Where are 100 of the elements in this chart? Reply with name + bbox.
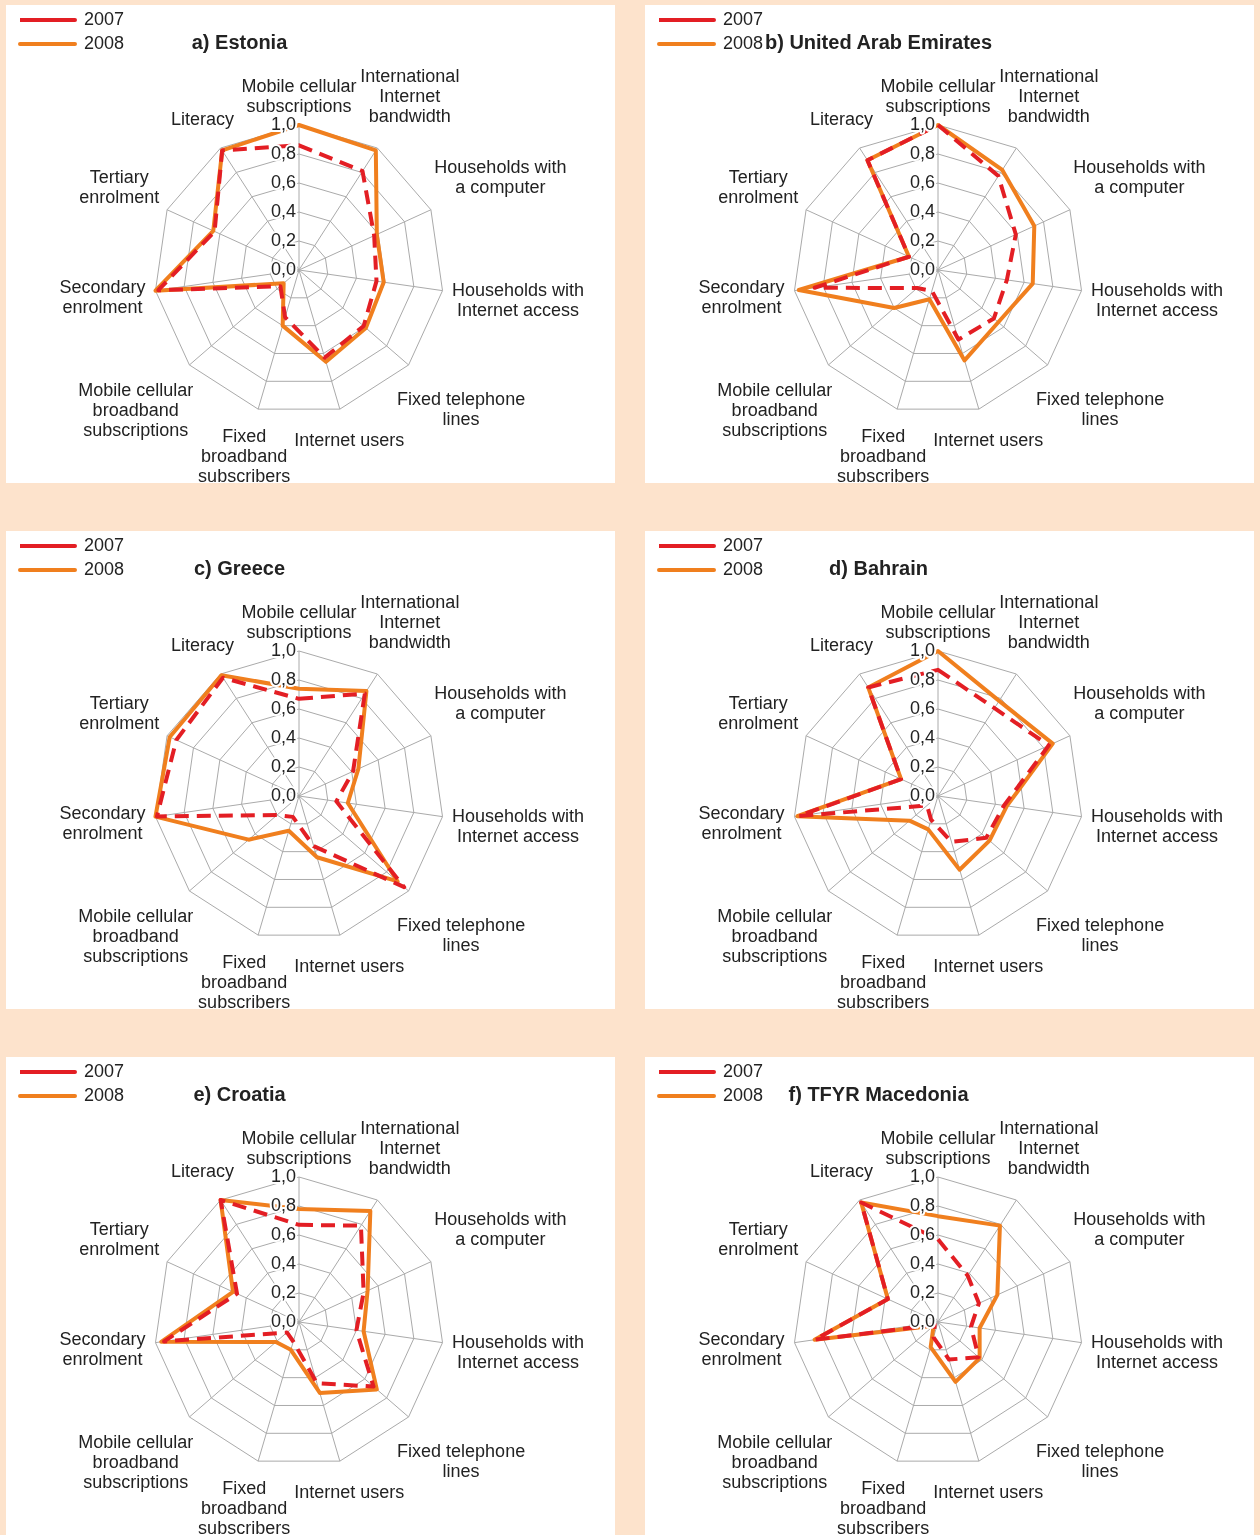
legend-label: 2008 (84, 558, 125, 579)
legend-label: 2007 (84, 1060, 125, 1081)
y-tick-label: 0,6 (909, 171, 935, 192)
text: d) Bahrain (829, 556, 928, 579)
spoke-label: Mobile cellular subscriptions (880, 601, 996, 642)
spoke-label: Internet users (933, 1481, 1044, 1502)
legend-label: 2008 (84, 32, 125, 53)
spoke-label: Internet users (294, 429, 405, 450)
spoke-label: Secondary enrolment (698, 277, 785, 318)
text: f) TFYR Macedonia (788, 1082, 970, 1105)
y-tick-label: 0,6 (909, 697, 935, 718)
spoke-label: Secondary enrolment (698, 1329, 785, 1370)
legend-label: 2007 (723, 534, 764, 555)
y-tick-label: 0,0 (270, 258, 296, 279)
y-tick-label: 0,8 (909, 1194, 935, 1215)
spoke-label: Fixed broadband subscribers (198, 951, 291, 1012)
text: c) Greece (193, 556, 286, 579)
spoke-label: Tertiary enrolment (718, 166, 799, 207)
spoke-label: Households with a computer (434, 157, 567, 198)
spoke-label: Households with a computer (1073, 157, 1206, 198)
y-tick-label: 1,0 (270, 639, 296, 660)
legend-label: 2007 (84, 534, 125, 555)
spoke-label: Secondary enrolment (59, 277, 146, 318)
spoke-label: Households with a computer (434, 1209, 567, 1250)
legend-label: 2008 (723, 558, 764, 579)
y-tick-label: 1,0 (909, 113, 935, 134)
spoke-label: Secondary enrolment (59, 803, 146, 844)
spoke-label: Mobile cellular broadband subscriptions (717, 906, 833, 967)
spoke-label: Mobile cellular broadband subscriptions (78, 906, 194, 967)
legend-label: 2007 (723, 1060, 764, 1081)
spoke-label: Fixed broadband subscribers (837, 1477, 930, 1535)
y-tick-label: 1,0 (909, 639, 935, 660)
spoke-label: Literacy (810, 634, 874, 655)
y-tick-label: 1,0 (909, 1165, 935, 1186)
spoke-label: Secondary enrolment (698, 803, 785, 844)
text: b) United Arab Emirates (764, 30, 993, 53)
spoke-label: Mobile cellular subscriptions (880, 75, 996, 116)
spoke-label: Tertiary enrolment (79, 166, 160, 207)
legend-label: 2008 (723, 32, 764, 53)
y-tick-label: 0,8 (909, 142, 935, 163)
spoke-label: International Internet bandwidth (360, 592, 460, 653)
spoke-label: Literacy (171, 1160, 235, 1181)
spoke-label: International Internet bandwidth (999, 592, 1099, 653)
spoke-label: Households with a computer (1073, 683, 1206, 724)
spoke-label: International Internet bandwidth (999, 66, 1099, 127)
y-tick-label: 0,6 (270, 1223, 296, 1244)
y-tick-label: 0,4 (909, 726, 935, 747)
y-tick-label: 0,0 (909, 258, 935, 279)
spoke-label: Tertiary enrolment (718, 1218, 799, 1259)
spoke-label: Tertiary enrolment (79, 692, 160, 733)
y-tick-label: 0,2 (909, 229, 935, 250)
spoke-label: Fixed broadband subscribers (198, 425, 291, 486)
y-tick-label: 0,4 (270, 200, 296, 221)
spoke-label: Literacy (810, 1160, 874, 1181)
spoke-label: International Internet bandwidth (360, 66, 460, 127)
y-tick-label: 0,0 (270, 1310, 296, 1331)
legend-label: 2007 (84, 8, 125, 29)
y-tick-label: 0,2 (909, 1281, 935, 1302)
spoke-label: Literacy (171, 634, 235, 655)
spoke-label: Mobile cellular broadband subscriptions (717, 1432, 833, 1493)
y-tick-label: 0,2 (270, 1281, 296, 1302)
y-tick-label: 0,8 (270, 668, 296, 689)
y-tick-label: 0,8 (270, 142, 296, 163)
spoke-label: Households with a computer (1073, 1209, 1206, 1250)
spoke-label: International Internet bandwidth (360, 1118, 460, 1179)
spoke-label: Fixed telephone lines (397, 389, 526, 430)
spoke-label: Mobile cellular subscriptions (241, 1127, 357, 1168)
spoke-label: Tertiary enrolment (79, 1218, 160, 1259)
y-tick-label: 0,0 (909, 784, 935, 805)
spoke-label: Fixed broadband subscribers (198, 1477, 291, 1535)
y-tick-label: 1,0 (270, 1165, 296, 1186)
spoke-label: Fixed broadband subscribers (837, 951, 930, 1012)
spoke-label: Mobile cellular broadband subscriptions (717, 380, 833, 441)
spoke-label: Households with Internet access (1090, 1332, 1223, 1373)
spoke-label: Literacy (171, 108, 235, 129)
spoke-label: Households with Internet access (451, 1332, 584, 1373)
legend-label: 2007 (723, 8, 764, 29)
spoke-label: Households with a computer (434, 683, 567, 724)
text: a) Estonia (191, 30, 289, 53)
legend-label: 2008 (723, 1084, 764, 1105)
y-tick-label: 0,4 (270, 726, 296, 747)
spoke-label: Mobile cellular broadband subscriptions (78, 380, 194, 441)
y-tick-label: 0,2 (270, 229, 296, 250)
spoke-label: Fixed telephone lines (1036, 915, 1165, 956)
text: e) Croatia (193, 1082, 287, 1105)
y-tick-label: 0,6 (270, 697, 296, 718)
y-tick-label: 0,0 (270, 784, 296, 805)
spoke-label: Fixed telephone lines (397, 915, 526, 956)
spoke-label: Households with Internet access (1090, 280, 1223, 321)
y-tick-label: 0,4 (270, 1252, 296, 1273)
spoke-label: Fixed telephone lines (397, 1441, 526, 1482)
y-tick-label: 0,6 (270, 171, 296, 192)
spoke-label: Internet users (933, 429, 1044, 450)
spoke-label: Secondary enrolment (59, 1329, 146, 1370)
spoke-label: Mobile cellular subscriptions (880, 1127, 996, 1168)
legend-label: 2008 (84, 1084, 125, 1105)
spoke-label: Households with Internet access (451, 280, 584, 321)
spoke-label: Mobile cellular broadband subscriptions (78, 1432, 194, 1493)
spoke-label: Internet users (294, 1481, 405, 1502)
spoke-label: Tertiary enrolment (718, 692, 799, 733)
